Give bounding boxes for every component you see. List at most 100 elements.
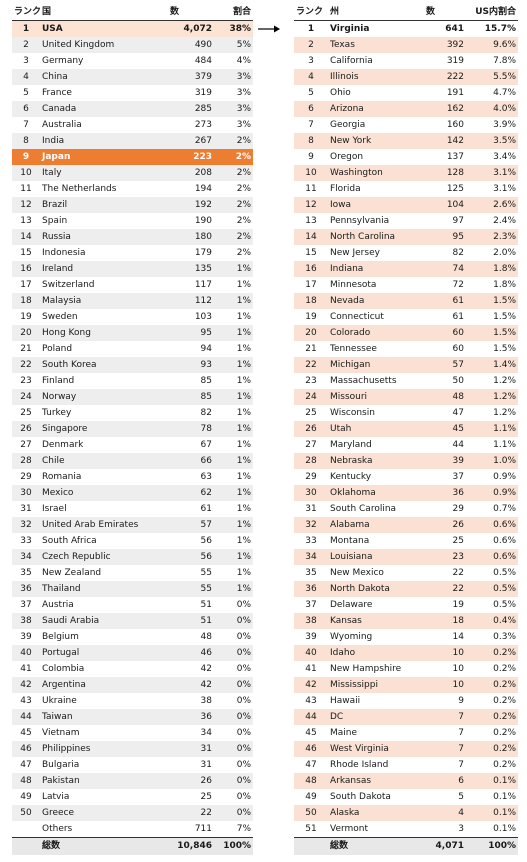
rank-cell: 14 [294,229,328,245]
name-cell: USA [40,20,168,37]
rank-cell: 5 [308,88,314,98]
count-cell: 180 [168,229,214,245]
name-cell: Ireland [40,261,168,277]
name-cell: Texas [328,37,424,53]
name-cell: Canada [40,101,168,117]
rank-cell: 13 [305,216,317,226]
country-table: ランク 国 数 割合 1 USA 4,072 38% 2 United Kingdom 49… [12,4,253,855]
state-row: 5 Ohio 191 4.7% [294,85,518,101]
count-cell: 94 [200,344,212,354]
country-row: 18 Malaysia 112 1% [12,293,253,309]
state-row: 30 Oklahoma 36 0.9% [294,485,518,501]
total-rank [294,837,328,855]
count-cell: 223 [168,149,214,165]
rank-cell: 24 [12,389,40,405]
state-row: 1 Virginia 641 15.7% [294,20,518,37]
rank-cell: 26 [12,421,40,437]
name-cell: Illinois [328,69,424,85]
rank-cell: 6 [294,101,328,117]
count-cell: 60 [424,325,466,341]
name-cell: New Hampshire [330,664,402,674]
state-row: 22 Michigan 57 1.4% [294,357,518,373]
count-cell: 55 [200,568,212,578]
count-cell: 142 [424,133,466,149]
country-row: 34 Czech Republic 56 1% [12,549,253,565]
count-cell: 192 [168,197,214,213]
count-cell: 179 [194,248,212,258]
name-cell: Indonesia [42,248,86,258]
country-row: 17 Switzerland 117 1% [12,277,253,293]
rank-cell: 3 [308,56,314,66]
state-row: 35 New Mexico 22 0.5% [294,565,518,581]
count-cell: 490 [168,37,214,53]
share-cell: 1.1% [466,421,518,437]
name-cell: Connecticut [330,312,384,322]
country-row: 15 Indonesia 179 2% [12,245,253,261]
name-cell: Florida [330,184,361,194]
country-row: 7 Australia 273 3% [12,117,253,133]
count-cell: 93 [168,357,214,373]
name-cell: Indiana [328,261,424,277]
rank-cell: 31 [305,504,317,514]
name-cell: New Mexico [330,568,384,578]
count-cell: 128 [424,165,466,181]
count-cell: 78 [168,421,214,437]
share-cell: 0.9% [493,472,516,482]
share-cell: 1% [214,549,253,565]
state-row: 20 Colorado 60 1.5% [294,325,518,341]
name-cell: Nebraska [328,453,424,469]
country-row: 26 Singapore 78 1% [12,421,253,437]
count-cell: 160 [446,120,464,130]
state-row: 18 Nevada 61 1.5% [294,293,518,309]
rank-cell: 18 [294,293,328,309]
name-cell: Philippines [40,741,168,757]
count-cell: 51 [200,600,212,610]
share-cell: 1% [214,357,253,373]
name-cell: Chile [40,453,168,469]
count-cell: 137 [446,152,464,162]
name-cell: West Virginia [328,741,424,757]
share-cell: 1% [236,472,251,482]
share-cell: 3.4% [493,152,516,162]
rank-cell: 22 [12,357,40,373]
name-cell: Rhode Island [330,760,389,770]
state-row: 13 Pennsylvania 97 2.4% [294,213,518,229]
share-cell: 3% [214,69,253,85]
rank-cell: 35 [305,568,317,578]
name-cell: Pakistan [40,773,168,789]
share-cell: 0% [214,805,253,821]
country-row: 21 Poland 94 1% [12,341,253,357]
share-cell: 0% [236,792,251,802]
state-row: 2 Texas 392 9.6% [294,37,518,53]
country-row: 1 USA 4,072 38% [12,20,253,37]
rank-cell: 21 [305,344,317,354]
country-row: 36 Thailand 55 1% [12,581,253,597]
share-cell: 1% [236,376,251,386]
rank-cell: 26 [294,421,328,437]
state-row: 45 Maine 7 0.2% [294,725,518,741]
header-share: US内割合 [466,4,518,21]
state-row: 3 California 319 7.8% [294,53,518,69]
state-row: 4 Illinois 222 5.5% [294,69,518,85]
count-cell: 62 [168,485,214,501]
count-cell: 4,072 [168,20,214,37]
arrow-right-icon [258,25,280,33]
share-cell: 0.4% [466,613,518,629]
share-cell: 3.9% [493,120,516,130]
rank-cell: 24 [294,389,328,405]
share-cell: 2% [214,197,253,213]
count-cell: 6 [424,773,466,789]
name-cell: Maryland [330,440,372,450]
state-row: 24 Missouri 48 1.2% [294,389,518,405]
share-cell: 2% [236,184,251,194]
count-cell: 36 [168,709,214,725]
state-row: 46 West Virginia 7 0.2% [294,741,518,757]
rank-cell: 48 [12,773,40,789]
share-cell: 0% [214,741,253,757]
state-row: 32 Alabama 26 0.6% [294,517,518,533]
state-row: 48 Arkansas 6 0.1% [294,773,518,789]
count-cell: 14 [452,632,464,642]
state-row: 11 Florida 125 3.1% [294,181,518,197]
state-row: 16 Indiana 74 1.8% [294,261,518,277]
rank-cell: 51 [305,824,317,834]
